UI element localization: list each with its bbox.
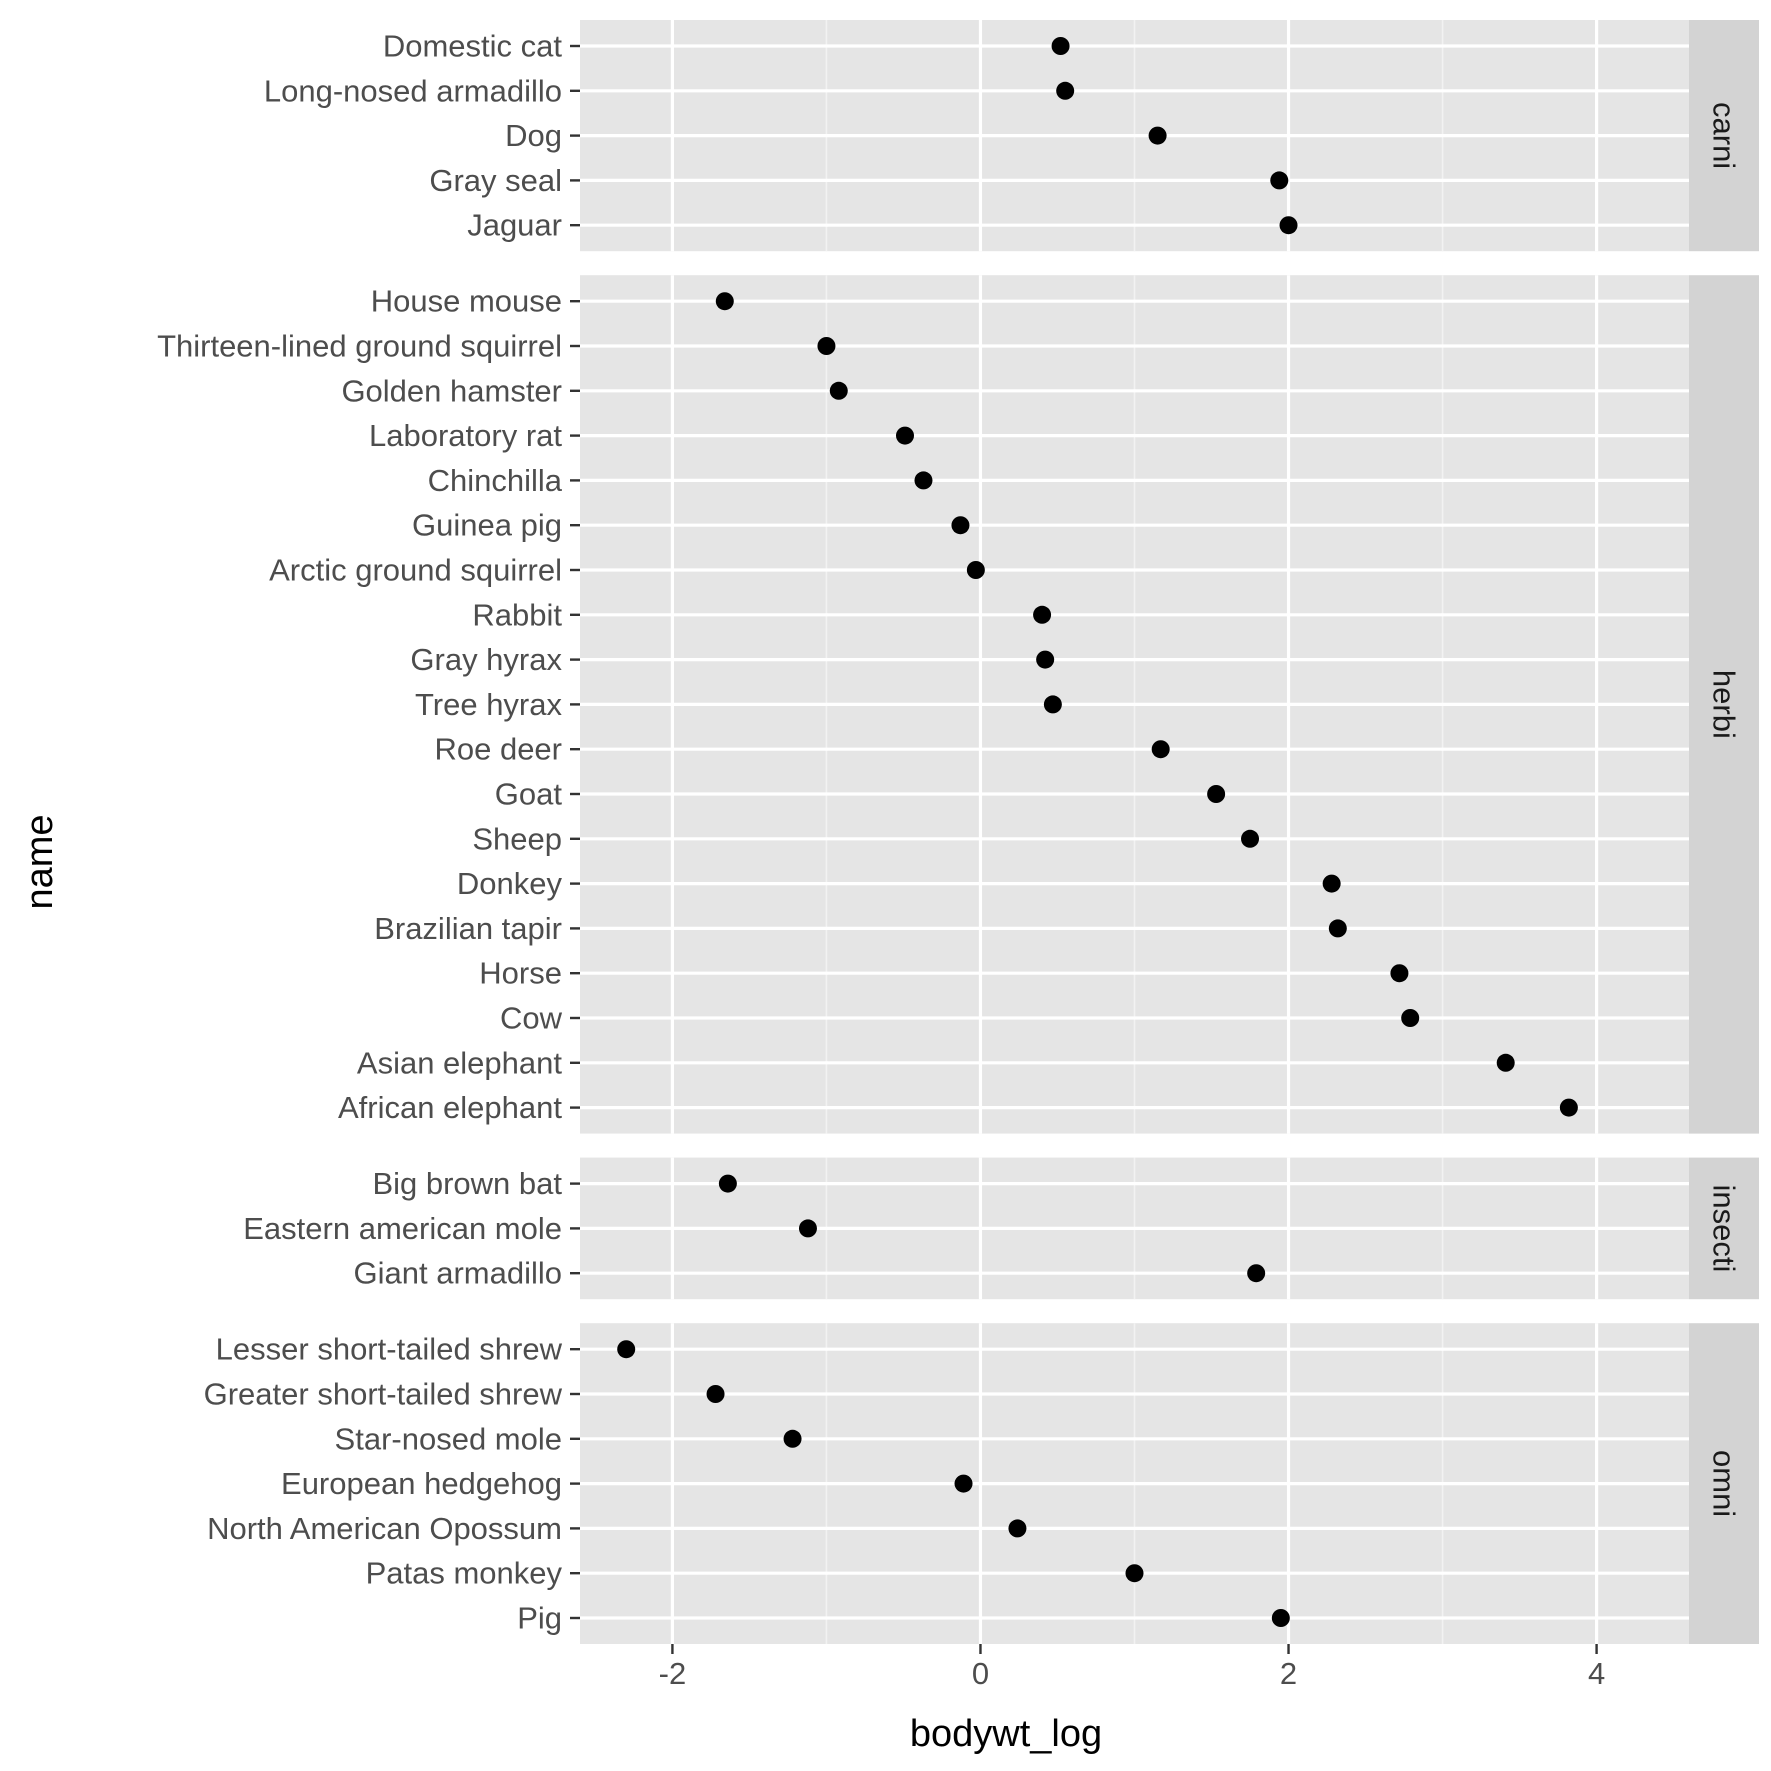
y-tick-label: Asian elephant [357, 1045, 562, 1080]
facet-insecti: insecti Big brown bat Eastern american mol… [243, 1157, 1759, 1300]
y-tick-label: Patas monkey [366, 1556, 563, 1591]
data-point [1051, 37, 1070, 55]
y-tick-label: Guinea pig [412, 508, 562, 543]
data-point [1401, 1009, 1420, 1027]
data-point [817, 337, 836, 355]
data-point [1559, 1098, 1578, 1117]
y-tick-label: Domestic cat [383, 29, 563, 64]
x-axis-label: bodywt_log [910, 1713, 1102, 1755]
data-point [1271, 1609, 1290, 1627]
data-point [895, 426, 914, 445]
y-tick-label: Golden hamster [341, 373, 562, 408]
data-point [1241, 829, 1260, 848]
y-tick-label: Sheep [472, 821, 562, 856]
y-tick-label: Thirteen-lined ground squirrel [157, 329, 562, 364]
y-tick-label: Laboratory rat [369, 418, 562, 453]
facet-strip [1689, 1323, 1759, 1644]
y-tick-label: Star-nosed mole [335, 1421, 562, 1456]
facet-strip [1689, 1157, 1759, 1300]
y-tick-label: North American Opossum [207, 1511, 562, 1546]
data-point [1036, 650, 1055, 669]
y-tick-label: Horse [479, 956, 562, 991]
y-tick-label: Arctic ground squirrel [269, 553, 562, 588]
data-point [966, 561, 985, 579]
facet-strip [1689, 20, 1759, 252]
y-tick-label: Long-nosed armadillo [264, 73, 562, 108]
data-point [1496, 1053, 1515, 1072]
y-tick-label: House mouse [371, 284, 562, 319]
data-point [1270, 171, 1289, 190]
y-tick-label: Goat [495, 777, 563, 812]
data-point [1322, 874, 1341, 893]
y-tick-label: Chinchilla [428, 463, 563, 498]
data-point [798, 1219, 817, 1238]
facet-panels: carni Domestic cat Long-nosed armadillo Dog… [157, 20, 1759, 1644]
data-point [718, 1174, 737, 1193]
x-tick-label: 0 [972, 1656, 989, 1691]
facet-strip-label: insecti [1707, 1184, 1742, 1272]
data-point [783, 1429, 802, 1448]
x-tick-label: -2 [659, 1656, 687, 1691]
y-tick-label: African elephant [338, 1090, 562, 1125]
x-axis: -2 0 2 4 [659, 1644, 1605, 1691]
data-point [914, 471, 933, 490]
y-tick-label: Jaguar [467, 208, 562, 243]
data-point [617, 1340, 636, 1359]
y-tick-label: Dog [505, 118, 562, 153]
data-point [1207, 785, 1226, 803]
data-point [1247, 1264, 1266, 1283]
y-tick-label: Rabbit [472, 597, 562, 632]
data-point [1125, 1564, 1144, 1583]
y-tick-label: Cow [500, 1001, 563, 1036]
data-point [1328, 919, 1347, 938]
facet-strip-label: herbi [1707, 670, 1742, 739]
facet-omni: omni Lesser short-tailed shrew Greater sho… [204, 1323, 1759, 1644]
y-axis-label: name [19, 814, 61, 909]
data-point [1151, 740, 1170, 759]
data-point [954, 1474, 973, 1493]
x-tick-label: 4 [1588, 1656, 1605, 1691]
facet-herbi: herbi House mouse Thirteen-lined ground sq… [157, 275, 1759, 1134]
y-tick-label: Gray hyrax [410, 642, 562, 677]
y-tick-label: Gray seal [429, 163, 562, 198]
y-tick-label: Roe deer [434, 732, 562, 767]
y-tick-label: Greater short-tailed shrew [204, 1377, 563, 1412]
facet-strip-label: carni [1707, 102, 1742, 169]
data-point [715, 292, 734, 311]
data-point [1148, 126, 1167, 145]
data-point [1008, 1519, 1027, 1538]
y-tick-label: Brazilian tapir [374, 911, 562, 946]
y-tick-label: European hedgehog [281, 1466, 562, 1501]
y-tick-label: Tree hyrax [415, 687, 563, 722]
y-tick-label: Donkey [457, 866, 563, 901]
data-point [706, 1385, 725, 1403]
data-point [1279, 216, 1298, 235]
facet-carni: carni Domestic cat Long-nosed armadillo Dog… [264, 20, 1759, 252]
y-tick-label: Pig [517, 1601, 562, 1636]
y-tick-label: Giant armadillo [354, 1256, 562, 1291]
facet-strip [1689, 275, 1759, 1134]
data-point [1390, 964, 1409, 983]
facet-strip-label: omni [1707, 1450, 1742, 1517]
data-point [1033, 605, 1052, 624]
data-point [829, 381, 848, 400]
x-tick-label: 2 [1280, 1656, 1297, 1691]
data-point [1043, 695, 1062, 714]
y-tick-label: Lesser short-tailed shrew [216, 1332, 563, 1367]
y-tick-label: Big brown bat [372, 1166, 562, 1201]
y-tick-label: Eastern american mole [243, 1211, 562, 1246]
data-point [951, 516, 970, 535]
data-point [1056, 81, 1075, 100]
